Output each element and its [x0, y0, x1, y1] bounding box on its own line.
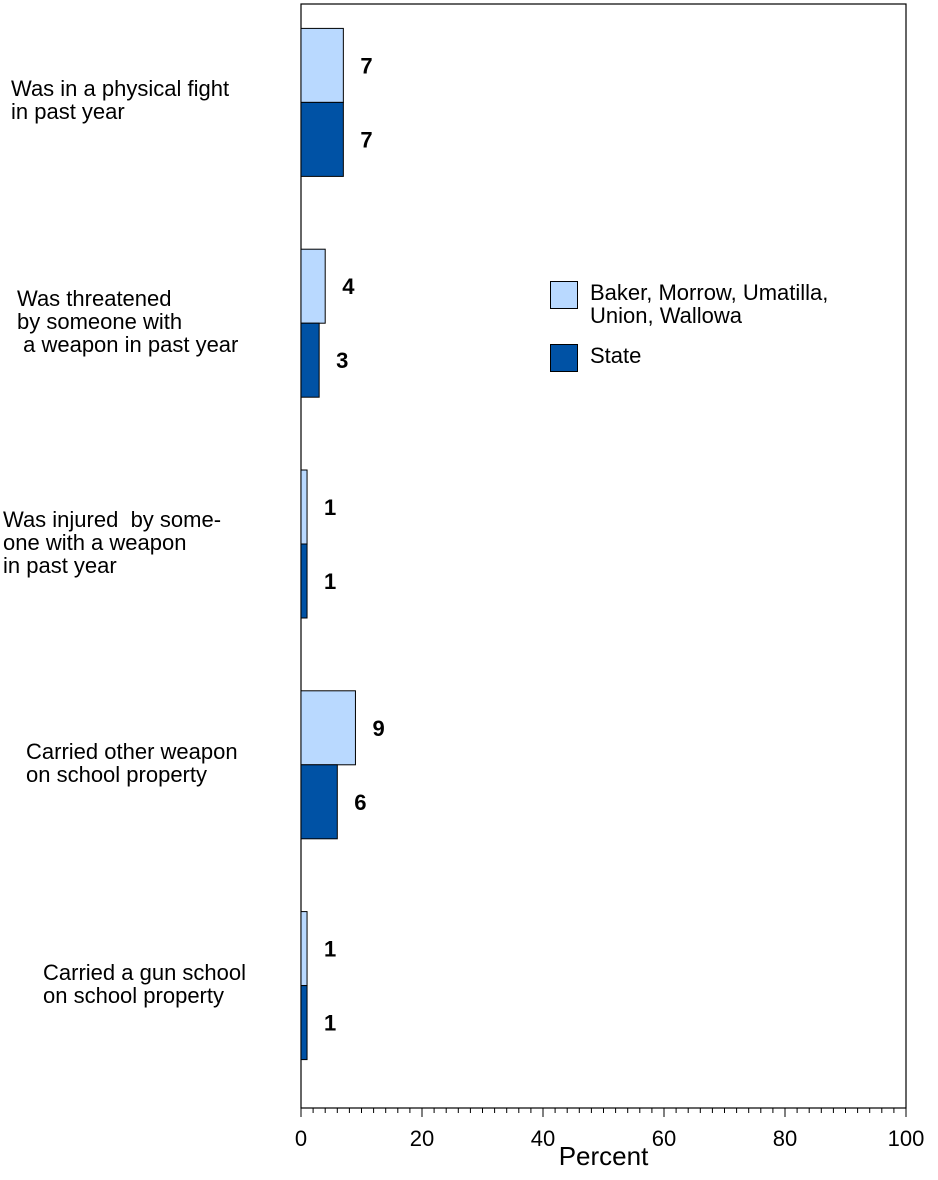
legend-label-region: Baker, Morrow, Umatilla, Union, Wallowa [590, 280, 829, 328]
category-label: Carried other weapon on school property [26, 738, 238, 787]
data-label-s1-c3: 6 [354, 790, 366, 815]
category-label: Was injured by some- one with a weapon i… [3, 506, 222, 578]
data-label-s0-c4: 1 [324, 937, 336, 962]
x-tick-label: 20 [410, 1126, 434, 1151]
legend-swatch-region [550, 281, 578, 309]
data-label-s1-c1: 3 [336, 348, 348, 373]
x-tick-label: 80 [773, 1126, 797, 1151]
legend-swatch-state [550, 344, 578, 372]
data-label-s1-c0: 7 [360, 127, 372, 152]
legend-label-state: State [590, 343, 642, 368]
category-label: Was in a physical fight in past year [11, 76, 230, 125]
category-label: Was threatened by someone with a weapon … [17, 285, 239, 357]
bar-s1-c3 [300, 764, 338, 840]
legend-item-state: State [550, 344, 641, 372]
data-label-s1-c4: 1 [324, 1011, 336, 1036]
bar-s1-c2 [300, 543, 308, 619]
plot-frame [300, 3, 907, 1109]
x-tick-label: 40 [531, 1126, 555, 1151]
x-tick-label: 100 [888, 1126, 925, 1151]
x-tick-label: 0 [295, 1126, 307, 1151]
bar-s0-c4 [300, 911, 308, 987]
data-label-s0-c3: 9 [372, 716, 384, 741]
bar-s0-c1 [300, 248, 326, 324]
bar-s0-c0 [300, 27, 344, 103]
bar-s1-c0 [300, 101, 344, 177]
x-tick-label: 60 [652, 1126, 676, 1151]
data-label-s0-c2: 1 [324, 495, 336, 520]
bar-s0-c2 [300, 469, 308, 545]
legend-item-region: Baker, Morrow, Umatilla, Union, Wallowa [550, 281, 828, 327]
category-label: Carried a gun school on school property [43, 959, 247, 1008]
data-label-s0-c1: 4 [342, 274, 355, 299]
data-label-s0-c0: 7 [360, 53, 372, 78]
bar-s1-c4 [300, 985, 308, 1061]
bar-s0-c3 [300, 690, 356, 766]
x-axis-label: Percent [559, 1141, 649, 1171]
bar-s1-c1 [300, 322, 320, 398]
data-label-s1-c2: 1 [324, 569, 336, 594]
